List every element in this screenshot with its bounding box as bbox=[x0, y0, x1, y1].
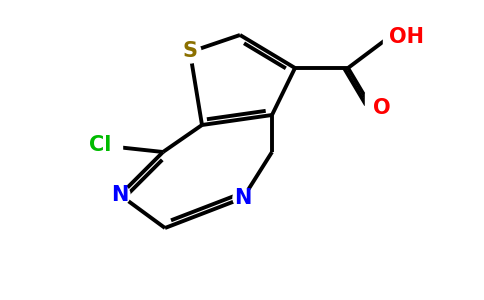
Circle shape bbox=[110, 185, 130, 205]
Circle shape bbox=[179, 41, 201, 63]
Bar bbox=[383, 27, 438, 49]
Text: Cl: Cl bbox=[89, 135, 111, 155]
Text: N: N bbox=[234, 188, 252, 208]
Bar bbox=[70, 134, 122, 156]
Text: S: S bbox=[182, 41, 197, 61]
Text: OH: OH bbox=[389, 27, 424, 47]
Bar bbox=[365, 93, 395, 117]
Text: N: N bbox=[111, 185, 129, 205]
Text: O: O bbox=[373, 98, 391, 118]
Circle shape bbox=[233, 188, 253, 208]
